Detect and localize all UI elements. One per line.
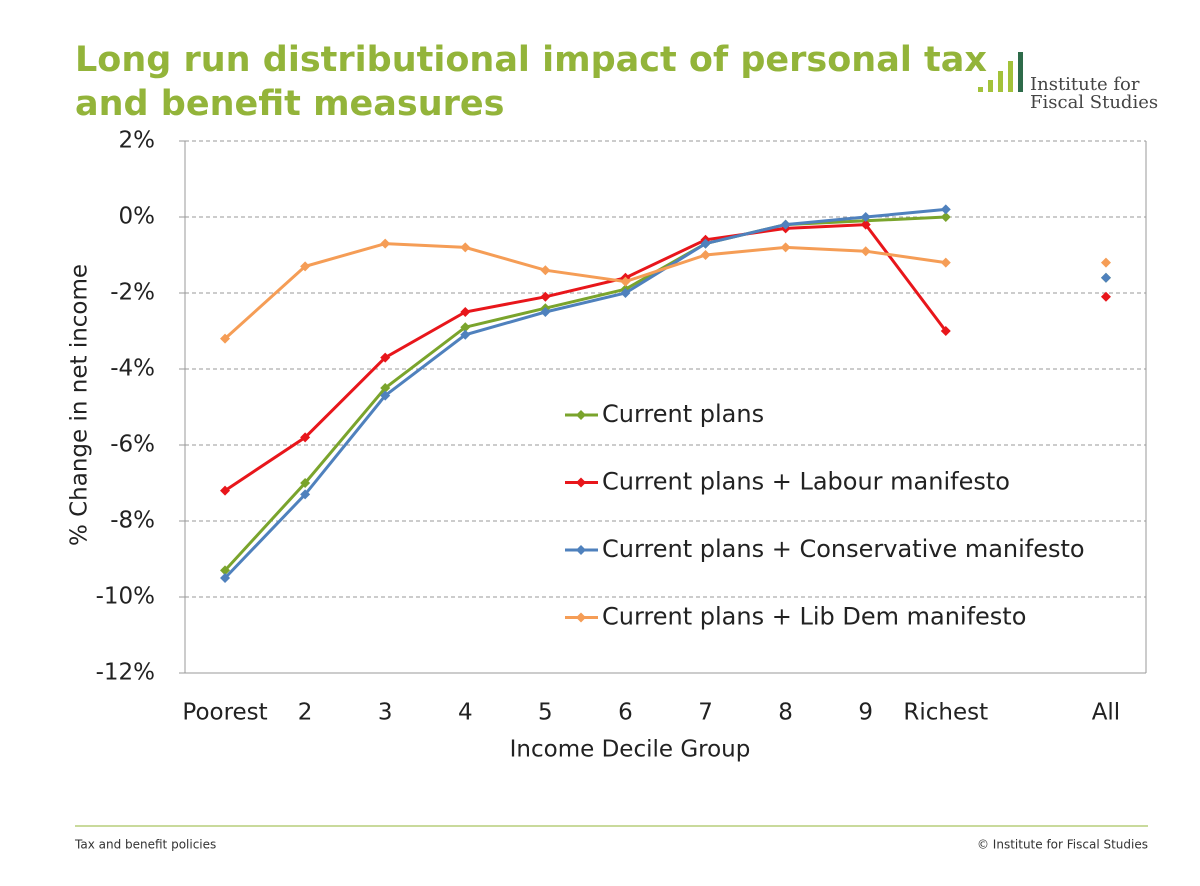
y-tick-label: -10% [96,584,155,610]
point [940,204,951,215]
logo-text: Institute for [1030,74,1140,95]
point [860,246,871,257]
y-tick-label: -12% [96,660,155,686]
point [700,238,711,249]
legend-label: Current plans + Conservative manifesto [602,535,1085,563]
point [380,383,391,393]
point [300,432,311,443]
x-tick-label: Poorest [182,700,267,726]
logo-text: Fiscal Studies [1030,92,1158,113]
point [1100,257,1111,268]
point [460,322,471,333]
point [540,291,551,302]
point [940,257,951,268]
point [460,242,471,253]
point [220,573,231,583]
point [220,333,231,344]
point [380,238,391,249]
point [300,478,311,488]
legend-marker [576,612,586,623]
title-line: Long run distributional impact of person… [75,40,987,80]
point [940,326,951,336]
x-tick-label: 8 [778,700,793,726]
legend-marker [576,477,586,488]
point [300,489,311,500]
point [220,565,231,576]
point [540,307,551,317]
y-tick-label: -6% [110,432,155,458]
point [860,219,871,230]
x-tick-label: All [1092,700,1121,726]
y-tick-label: 2% [119,128,156,154]
y-tick-label: 0% [119,204,156,230]
point [1100,272,1111,283]
title-line: and benefit measures [75,84,505,124]
x-tick-label: 3 [378,700,393,726]
point [780,219,791,230]
legend-label: Current plans + Labour manifesto [602,468,1010,496]
x-axis-label: Income Decile Group [510,737,751,763]
point [700,250,711,260]
legend-marker [576,410,586,420]
logo-bars [978,52,1023,92]
point [300,261,311,272]
legend-marker [576,545,586,555]
x-tick-label: 2 [298,700,313,726]
point [620,276,631,287]
point [940,212,951,222]
point [540,265,551,276]
legend-label: Current plans + Lib Dem manifesto [602,603,1026,631]
x-tick-label: 6 [618,700,633,726]
x-tick-label: 9 [858,700,873,726]
footer-right: © Institute for Fiscal Studies [977,838,1148,852]
legend-label: Current plans [602,400,764,428]
point [1100,291,1111,302]
point [460,329,471,340]
x-tick-label: 4 [458,700,473,726]
point [780,242,791,253]
series-line [225,225,1106,491]
y-tick-label: -4% [110,356,155,382]
x-tick-label: 7 [698,700,713,726]
x-tick-label: Richest [903,700,988,726]
point [380,390,391,401]
point [380,352,391,363]
x-tick-label: 5 [538,700,553,726]
y-axis-label: % Change in net income [67,264,93,546]
point [620,288,631,298]
point [860,212,871,222]
point [460,307,471,317]
point [220,485,231,496]
y-tick-label: -8% [110,508,155,534]
footer-left: Tax and benefit policies [74,838,216,852]
y-tick-label: -2% [110,280,155,306]
